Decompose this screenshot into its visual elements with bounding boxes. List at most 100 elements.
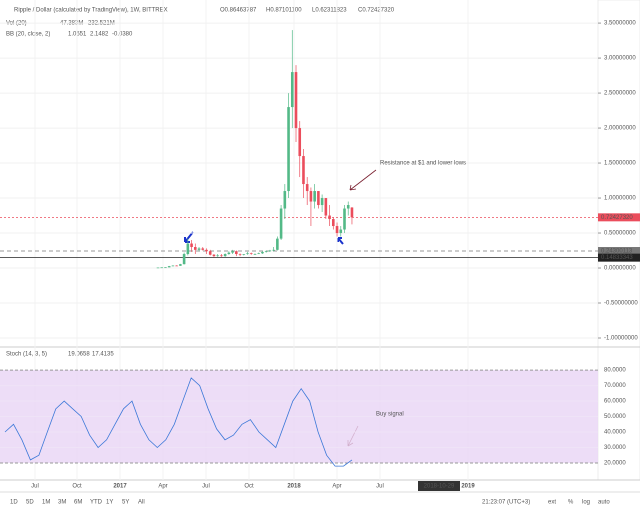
candle-body [298, 128, 302, 157]
y-tick-label: 70.0000 [604, 383, 626, 389]
ohlc-close: C0.72427320 [358, 8, 395, 14]
y-tick-label: -1.00000000 [604, 336, 638, 342]
range-button[interactable]: 5Y [122, 500, 129, 506]
range-button[interactable]: 5D [26, 500, 34, 506]
candle-body [268, 250, 272, 252]
candle-body [194, 247, 197, 250]
cursor-date: 2018-10-29 [424, 484, 455, 490]
price-axis [597, 0, 640, 481]
candle-body [279, 208, 283, 239]
candle-body [317, 191, 320, 206]
candle-body [201, 248, 205, 250]
stoch-d: 17.4135 [92, 352, 114, 358]
candle-body [182, 254, 186, 265]
blue-arrow [337, 237, 344, 245]
candle-body [208, 251, 212, 255]
y-tick-label: 3.50000000 [604, 21, 636, 27]
price-label-box [598, 247, 640, 256]
candle-body [242, 254, 246, 255]
candle-body [346, 205, 350, 209]
range-button[interactable]: 1D [10, 500, 18, 506]
y-tick-label: 1.50000000 [604, 161, 636, 167]
price-label: 0.72427320 [601, 215, 633, 221]
ohlc-open: O0.86463787 [220, 8, 257, 14]
candle-body [313, 191, 316, 202]
annotation-arrow [349, 169, 377, 191]
ohlc-low: L0.62311823 [312, 8, 347, 14]
candle-body [261, 251, 264, 254]
annotation: Resistance at $1 and lower lows [380, 161, 466, 167]
candle-body [179, 264, 182, 266]
x-tick-label: 2019 [461, 484, 475, 490]
x-tick-label: 2017 [113, 484, 127, 490]
annotation: Buy signal [376, 412, 404, 418]
price-label-box [598, 253, 640, 262]
candle-body [231, 251, 234, 253]
candle-body [350, 207, 354, 218]
candle-body [287, 107, 290, 192]
toolbar: 1D 5D 1M 3M 6M YTD 1Y 5Y All 21:23:07 (UTC+3) ext%… [10, 500, 610, 506]
x-tick-label: Apr [158, 484, 167, 490]
candle-body [223, 254, 227, 257]
range-button[interactable]: 1M [42, 500, 50, 506]
candle-body [309, 191, 313, 202]
candle-body [171, 265, 175, 267]
candle-body [167, 266, 171, 268]
candle-body [175, 265, 178, 267]
candle-body [343, 208, 346, 230]
candle-body [264, 251, 268, 252]
candle-body [160, 267, 164, 269]
option-button[interactable]: ext [548, 500, 556, 506]
option-button[interactable]: log [582, 500, 590, 506]
y-tick-label: 1.00000000 [604, 196, 636, 202]
candle-body [238, 254, 242, 255]
y-tick-label: 30.0000 [604, 445, 626, 451]
candle-body [294, 72, 298, 129]
candle-body [253, 254, 257, 255]
candle-body [227, 252, 231, 255]
y-tick-label: 2.50000000 [604, 91, 636, 97]
candle-body [212, 254, 216, 257]
candle-body [257, 253, 261, 255]
candle-body [190, 243, 193, 248]
x-tick-label: Jul [376, 484, 384, 490]
symbol-title: Ripple / Dollar (calculated by TradingVi… [14, 8, 168, 14]
candle-body [328, 215, 331, 220]
range-button[interactable]: All [138, 500, 145, 506]
candle-body [197, 248, 201, 250]
y-tick-label: 40.0000 [604, 430, 626, 436]
x-tick-label: Jul [31, 484, 39, 490]
price-label-box [598, 213, 640, 222]
range-button[interactable]: 3M [58, 500, 66, 506]
candle-body [164, 267, 167, 269]
y-tick-label: 80.0000 [604, 368, 626, 374]
price-label: 0.24300113 [601, 249, 633, 255]
bb-lower: -0.0380 [112, 32, 133, 38]
candle-body [335, 226, 339, 234]
candle-body [305, 184, 309, 192]
option-button[interactable]: % [568, 500, 574, 506]
candle-body [220, 255, 223, 257]
range-button[interactable]: 1Y [106, 500, 113, 506]
stoch-label: Stoch (14, 3, 5) [6, 352, 47, 358]
candle-body [216, 255, 219, 257]
cursor-date-box [418, 481, 460, 491]
range-button[interactable]: 6M [74, 500, 82, 506]
x-tick-label: Oct [72, 484, 82, 490]
candle-body [249, 253, 253, 255]
candle-body [324, 198, 328, 216]
stoch-line [4, 377, 353, 467]
range-button[interactable]: YTD [90, 500, 103, 506]
candle-body [320, 198, 324, 206]
candle-body [156, 267, 160, 269]
option-button[interactable]: auto [598, 500, 610, 506]
y-tick-label: 2.00000000 [604, 126, 636, 132]
candle-body [283, 191, 287, 209]
y-tick-label: -0.50000000 [604, 301, 638, 307]
candle-body [339, 229, 343, 234]
bb-basis: 1.0551 [68, 32, 87, 38]
y-tick-label: 0.50000000 [604, 231, 636, 237]
y-tick-label: 0.00000000 [604, 266, 636, 272]
candle-body [276, 238, 279, 250]
